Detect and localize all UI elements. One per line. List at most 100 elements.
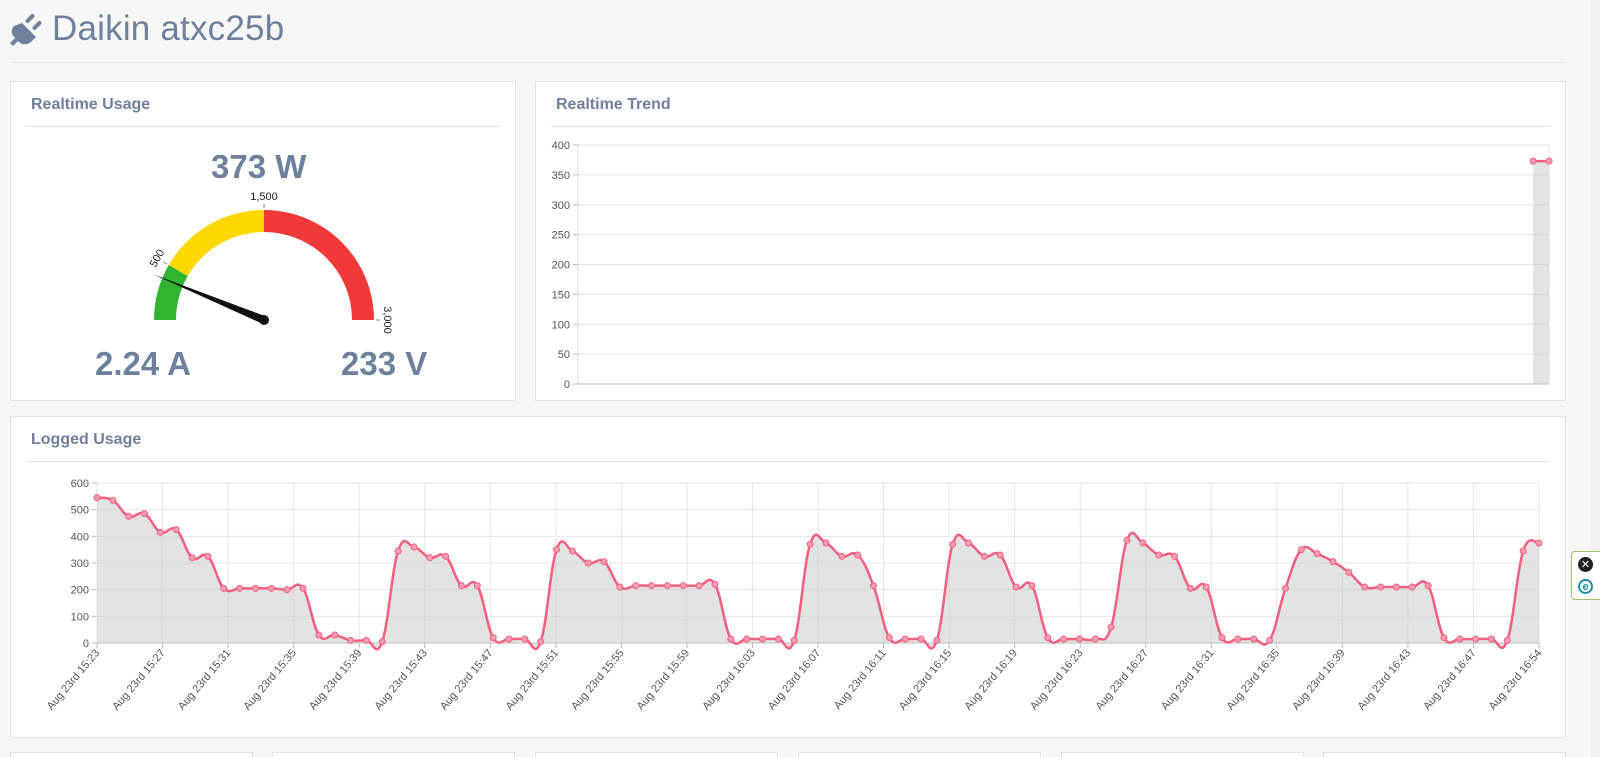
gauge-tick [163, 261, 168, 265]
page-title: Daikin atxc25b [52, 9, 285, 48]
data-point [838, 552, 846, 560]
data-point [251, 584, 259, 592]
gauge-tick-label: 500 [148, 248, 168, 270]
data-point [204, 552, 212, 560]
realtime-trend-chart: 400 350 300 250 200 150 100 50 0 [552, 140, 1553, 391]
bottom-card [272, 752, 515, 757]
data-point [489, 634, 497, 642]
data-point [553, 546, 561, 554]
data-point [1440, 634, 1448, 642]
power-readout: 373 W [211, 148, 307, 185]
x-tick-label: Aug 23rd 16:23 [1028, 647, 1086, 712]
data-point [1171, 552, 1179, 560]
x-tick-label: Aug 23rd 16:19 [962, 647, 1020, 712]
x-tick-label: Aug 23rd 15:23 [45, 647, 103, 712]
close-icon[interactable]: ✕ [1578, 557, 1593, 572]
bottom-card [798, 752, 1041, 757]
data-point [1377, 583, 1385, 591]
bottom-card [10, 752, 253, 757]
data-point [267, 584, 275, 592]
data-point [1012, 583, 1020, 591]
y-tick-label: 0 [564, 379, 570, 391]
x-tick-label: Aug 23rd 15:27 [110, 647, 168, 712]
data-point [663, 582, 671, 590]
panel-divider [26, 461, 1550, 462]
data-point [949, 540, 957, 548]
gauge-tick-label: 3,000 [381, 306, 393, 334]
data-point [1472, 635, 1480, 643]
data-point [1392, 583, 1400, 591]
data-point [1250, 635, 1258, 643]
gauge-red-band [264, 210, 374, 320]
y-tick-label: 200 [552, 260, 570, 272]
data-point [220, 584, 228, 592]
data-point [1345, 568, 1353, 576]
y-tick-label: 150 [552, 289, 570, 301]
area-fill [1533, 161, 1549, 384]
x-tick-label: Aug 23rd 16:39 [1290, 647, 1348, 712]
bottom-card [1061, 752, 1304, 757]
data-point [1044, 634, 1052, 642]
x-tick-label: Aug 23rd 15:55 [569, 647, 627, 712]
data-point [1266, 636, 1274, 644]
scrollbar-track[interactable] [1591, 0, 1600, 757]
data-point [822, 539, 830, 547]
data-point [125, 512, 133, 520]
data-point [410, 543, 418, 551]
y-tick-label: 600 [71, 478, 89, 490]
gauge-yellow-band [168, 210, 264, 276]
plug-icon [10, 14, 42, 46]
data-point [1123, 536, 1131, 544]
data-point [188, 554, 196, 562]
logged-usage-panel: Logged Usage 600 500 400 300 200 100 0 Aug 23rd… [10, 416, 1566, 738]
x-tick-label: Aug 23rd 16:15 [897, 647, 955, 712]
data-point [806, 540, 814, 548]
panel-divider [551, 126, 1550, 127]
gauge-needle-hub [259, 315, 269, 325]
data-point [727, 635, 735, 643]
data-point [790, 636, 798, 644]
y-tick-label: 400 [552, 140, 570, 152]
data-point [236, 584, 244, 592]
x-tick-label: Aug 23rd 16:35 [1225, 647, 1283, 712]
y-tick-label: 350 [552, 170, 570, 182]
x-tick-label: Aug 23rd 15:43 [372, 647, 430, 712]
bottom-card [535, 752, 778, 757]
realtime-trend-title: Realtime Trend [556, 96, 671, 113]
panel-divider [26, 126, 500, 127]
data-point [283, 586, 291, 594]
data-point [1155, 551, 1163, 559]
header-divider [10, 62, 1565, 63]
data-point [695, 582, 703, 590]
data-point [1028, 582, 1036, 590]
data-point [901, 635, 909, 643]
data-point [457, 582, 465, 590]
data-point [743, 635, 751, 643]
data-point [917, 635, 925, 643]
gauge-green-band [154, 265, 188, 320]
data-point [774, 635, 782, 643]
data-point [1545, 157, 1553, 165]
x-tick-label: Aug 23rd 16:07 [766, 647, 824, 712]
y-tick-label: 100 [71, 611, 89, 623]
data-point [1313, 550, 1321, 558]
y-tick-label: 300 [552, 200, 570, 212]
x-tick-label: Aug 23rd 16:27 [1093, 647, 1151, 712]
data-point [1456, 635, 1464, 643]
x-tick-label: Aug 23rd 16:03 [700, 647, 758, 712]
realtime-usage-title: Realtime Usage [31, 96, 151, 113]
side-widget: ✕ e [1571, 551, 1600, 600]
data-point [1218, 634, 1226, 642]
page-header: Daikin atxc25b [10, 4, 284, 54]
data-point [378, 638, 386, 646]
gauge-tick-label: 1,500 [250, 191, 278, 203]
extension-icon[interactable]: e [1578, 579, 1593, 594]
data-point [426, 554, 434, 562]
data-point [521, 635, 529, 643]
data-point [711, 580, 719, 588]
data-point [1234, 635, 1242, 643]
data-point [1329, 558, 1337, 566]
y-tick-label: 100 [552, 319, 570, 331]
x-tick-label: Aug 23rd 16:47 [1421, 647, 1479, 712]
data-point [648, 582, 656, 590]
